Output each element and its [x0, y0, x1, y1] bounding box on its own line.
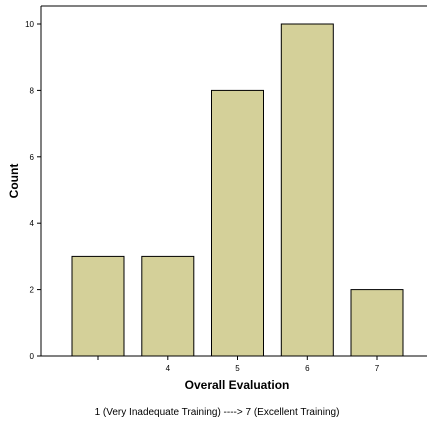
axes-layer	[40, 5, 427, 357]
bar	[350, 289, 404, 357]
bar	[141, 255, 195, 357]
bar	[71, 255, 125, 357]
x-ticks: 4 5 6 7	[97, 356, 380, 373]
x-tick-label: 6	[305, 364, 310, 373]
x-axis-title: Overall Evaluation	[185, 378, 290, 392]
y-tick-label: 6	[30, 153, 35, 162]
x-tick-label: 5	[235, 364, 240, 373]
y-tick-label: 8	[30, 86, 35, 95]
y-tick-label: 4	[30, 219, 35, 228]
y-tick-label: 10	[25, 20, 34, 29]
x-tick-label: 7	[375, 364, 380, 373]
bars-layer	[71, 23, 404, 357]
x-tick-label: 4	[166, 364, 171, 373]
footnote-text: 1 (Very Inadequate Training) ----> 7 (Ex…	[95, 407, 340, 418]
y-tick-label: 0	[30, 352, 35, 361]
y-tick-label: 2	[30, 286, 35, 295]
bar	[211, 89, 264, 357]
y-axis-title: Count	[7, 164, 21, 199]
bar	[280, 23, 334, 357]
y-ticks: 0 2 4 6 8 10	[25, 20, 41, 361]
